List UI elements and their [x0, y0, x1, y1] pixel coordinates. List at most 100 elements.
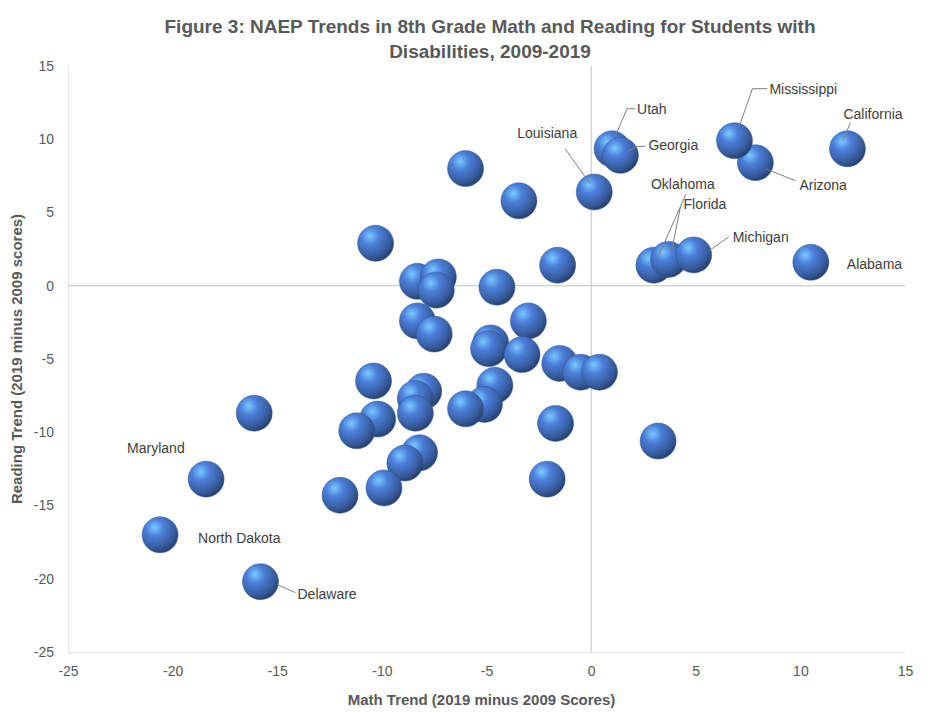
point-label: Maryland	[127, 440, 185, 456]
data-point	[479, 269, 515, 305]
data-point	[793, 244, 829, 280]
point-label: California	[843, 106, 902, 122]
x-axis-title: Math Trend (2019 minus 2009 Scores)	[348, 691, 616, 708]
data-point	[504, 337, 540, 373]
data-point	[418, 272, 454, 308]
leader-line	[658, 194, 686, 257]
x-tick: -20	[163, 652, 183, 679]
x-tick-label: -10	[372, 663, 392, 679]
x-tick: 10	[793, 652, 809, 679]
point-label: Delaware	[298, 586, 357, 602]
y-tick: -15	[34, 497, 68, 513]
chart-svg: Figure 3: NAEP Trends in 8th Grade Math …	[0, 0, 935, 713]
title-line: Disabilities, 2009-2019	[389, 41, 591, 62]
chart-container: Figure 3: NAEP Trends in 8th Grade Math …	[0, 0, 935, 713]
point-label: Florida	[684, 196, 727, 212]
point-label: Louisiana	[517, 125, 577, 141]
data-point	[358, 225, 394, 261]
point-label: Michigan	[733, 229, 789, 245]
x-tick-label: 5	[692, 663, 700, 679]
data-point	[716, 123, 752, 159]
data-point	[356, 363, 392, 399]
x-tick: -25	[58, 652, 78, 679]
data-point	[501, 183, 537, 219]
data-point	[576, 174, 612, 210]
data-point	[538, 405, 574, 441]
y-tick-label: -15	[34, 497, 54, 513]
y-tick-label: 0	[46, 278, 54, 294]
leader-line	[842, 123, 850, 141]
data-point	[322, 477, 358, 513]
y-tick-label: -25	[34, 644, 54, 660]
point-label: Oklahoma	[651, 176, 715, 192]
data-point	[640, 423, 676, 459]
data-point	[397, 395, 433, 431]
y-axis-title: Reading Trend (2019 minus 2009 scores)	[8, 214, 25, 504]
x-tick: -15	[268, 652, 288, 679]
y-tick: 0	[46, 278, 68, 294]
point-label: Utah	[637, 101, 667, 117]
data-point	[829, 131, 865, 167]
chart-title: Figure 3: NAEP Trends in 8th Grade Math …	[165, 16, 816, 62]
data-point	[471, 331, 507, 367]
y-tick-label: -10	[34, 424, 54, 440]
title-line: Figure 3: NAEP Trends in 8th Grade Math …	[165, 16, 816, 37]
data-point	[448, 151, 484, 187]
point-label: North Dakota	[198, 530, 281, 546]
x-tick-label: -25	[58, 663, 78, 679]
y-tick-label: 5	[46, 204, 54, 220]
data-point	[510, 303, 546, 339]
y-tick-label: 15	[38, 58, 54, 74]
x-tick: 15	[898, 652, 914, 679]
x-tick: -5	[481, 652, 494, 679]
point-label: Alabama	[847, 256, 902, 272]
y-tick-label: -20	[34, 571, 54, 587]
data-point	[676, 237, 712, 273]
y-axis: -25 -20 -15 -10 -5 0 5 10 15	[34, 58, 69, 660]
x-axis: -25 -20 -15 -10 -5 0 5 10 15	[58, 652, 913, 679]
y-tick: 15	[38, 58, 68, 74]
x-tick-label: -5	[481, 663, 494, 679]
leader-line	[738, 89, 767, 129]
data-point	[540, 247, 576, 283]
leader-line	[565, 149, 590, 184]
plot-area	[142, 123, 865, 600]
y-tick: -10	[34, 424, 68, 440]
y-tick-label: 10	[38, 131, 54, 147]
data-point	[236, 395, 272, 431]
y-tick: -25	[34, 644, 68, 660]
x-tick-label: 0	[588, 663, 596, 679]
point-label: Arizona	[799, 177, 847, 193]
y-tick: -5	[42, 351, 68, 367]
data-point	[142, 517, 178, 553]
leader-line	[615, 109, 635, 137]
leader-line	[765, 169, 795, 181]
x-tick-label: -15	[268, 663, 288, 679]
y-tick: 5	[46, 204, 68, 220]
y-tick: -20	[34, 571, 68, 587]
leader-line	[709, 237, 729, 251]
leader-line	[278, 585, 296, 593]
data-point	[529, 461, 565, 497]
data-point	[581, 354, 617, 390]
data-point	[366, 470, 402, 506]
x-tick-label: -20	[163, 663, 183, 679]
data-point	[602, 137, 638, 173]
leader-line	[672, 206, 681, 251]
point-label: Georgia	[648, 137, 698, 153]
data-point	[448, 391, 484, 427]
data-point	[243, 564, 279, 600]
leader-line	[628, 146, 645, 151]
x-tick: 0	[588, 652, 596, 679]
y-tick: 10	[38, 131, 68, 147]
leader-lines	[278, 89, 851, 593]
data-point	[339, 413, 375, 449]
y-tick-label: -5	[42, 351, 55, 367]
x-tick: -10	[372, 652, 392, 679]
x-axis-line	[69, 652, 906, 653]
point-label: Mississippi	[769, 81, 837, 97]
x-tick-label: 15	[898, 663, 914, 679]
data-point	[188, 461, 224, 497]
x-tick-label: 10	[793, 663, 809, 679]
point-labels: California Arizona Mississippi Utah Georgia L…	[127, 81, 903, 602]
